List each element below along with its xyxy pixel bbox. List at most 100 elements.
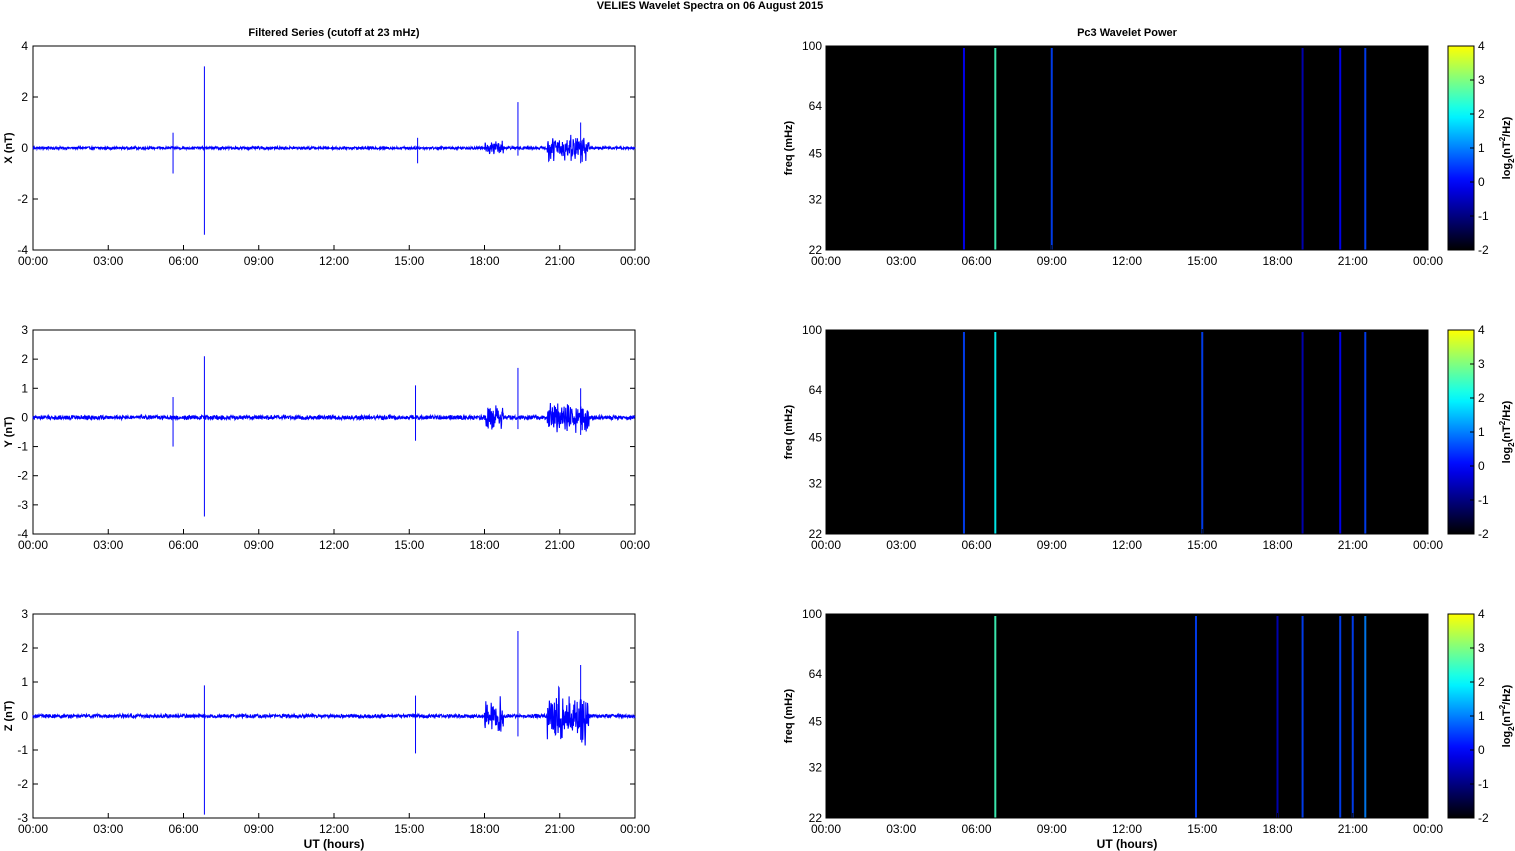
colorbar-tick-label: 1 [1478, 141, 1485, 155]
x-tick-label: 09:00 [244, 538, 274, 552]
colorbar-tick-label: -1 [1478, 209, 1489, 223]
y-tick-label: -4 [17, 243, 28, 257]
y-tick-label: -3 [17, 498, 28, 512]
colorbar-label: log2(nT2/Hz) [1498, 400, 1515, 463]
colorbar-tick-label: 4 [1478, 39, 1485, 53]
colorbar-tick-label: 0 [1478, 175, 1485, 189]
x-tick-label: 15:00 [1187, 254, 1217, 268]
x-tick-label: 03:00 [93, 254, 123, 268]
x-tick-label: 12:00 [1112, 822, 1142, 836]
y-tick-label: -4 [17, 527, 28, 541]
colorbar-tick-label: 2 [1478, 391, 1485, 405]
x-tick-label: 06:00 [961, 822, 991, 836]
colorbar-tick-label: 0 [1478, 459, 1485, 473]
x-tick-label: 06:00 [168, 254, 198, 268]
power-streak [1339, 332, 1342, 534]
colorbar-tick-label: 1 [1478, 709, 1485, 723]
x-tick-label: 00:00 [18, 538, 48, 552]
power-streak [1201, 332, 1204, 534]
colorbar-label-part: 2 [1507, 158, 1515, 163]
y-axis-label: freq (mHz) [783, 120, 795, 175]
x-tick-label: 09:00 [244, 822, 274, 836]
y-tick-label: 0 [21, 709, 28, 723]
colorbar-label-part: log [1501, 731, 1513, 748]
x-tick-label: 00:00 [18, 254, 48, 268]
x-tick-label: 00:00 [811, 822, 841, 836]
colorbar-tick-label: -2 [1478, 527, 1489, 541]
timeseries-panel-2: -4 -3 -2 -1 0 1 2 3 Y (nT) [3, 323, 636, 541]
y-axis-label: Z (nT) [3, 700, 15, 731]
timeseries-panel-1: -4 -2 0 2 4 X (nT) [3, 39, 636, 257]
heatmap-background [826, 46, 1428, 250]
power-streak [962, 332, 965, 534]
x-tick-label: 06:00 [961, 254, 991, 268]
y-tick-label: 32 [809, 193, 823, 207]
y-tick-label: 3 [21, 607, 28, 621]
plot-frame [32, 329, 636, 535]
colorbar-tick-label: 3 [1478, 641, 1485, 655]
y-tick-label: 3 [21, 323, 28, 337]
y-tick-label: 64 [809, 99, 823, 113]
power-streak [1301, 48, 1304, 250]
x-tick-label: 21:00 [545, 254, 575, 268]
y-tick-label: -2 [17, 469, 28, 483]
y-tick-label: 64 [809, 383, 823, 397]
x-tick-label: 15:00 [394, 254, 424, 268]
colorbar-tick-label: 3 [1478, 357, 1485, 371]
y-tick-label: -2 [17, 777, 28, 791]
power-streak [1339, 48, 1342, 250]
x-tick-label: 15:00 [394, 822, 424, 836]
x-tick-label: 15:00 [394, 538, 424, 552]
y-axis-label: X (nT) [3, 132, 15, 163]
y-axis-label: freq (mHz) [783, 688, 795, 743]
colorbar-tick-label: 2 [1478, 675, 1485, 689]
y-tick-label: 4 [21, 39, 28, 53]
colorbar-label-part: 2 [1507, 726, 1515, 731]
x-tick-label: 21:00 [1338, 822, 1368, 836]
colorbar-tick-label: 4 [1478, 607, 1485, 621]
x-tick-label: 00:00 [1413, 538, 1443, 552]
colorbar-label: log2(nT2/Hz) [1498, 116, 1515, 179]
x-tick-label: 06:00 [168, 538, 198, 552]
y-tick-label: 22 [809, 811, 823, 825]
y-tick-label: -3 [17, 811, 28, 825]
colorbar [1447, 329, 1475, 535]
x-tick-label: 03:00 [93, 538, 123, 552]
x-tick-label: 00:00 [18, 822, 48, 836]
x-tick-label: 00:00 [1413, 822, 1443, 836]
x-tick-label: 00:00 [811, 254, 841, 268]
colorbar-label-part: log [1501, 447, 1513, 464]
colorbar-tick-label: 3 [1478, 73, 1485, 87]
colorbar-label: log2(nT2/Hz) [1498, 684, 1515, 747]
colorbar-tick-label: 0 [1478, 743, 1485, 757]
colorbar-label-part: 2 [1498, 420, 1507, 425]
colorbar-label-part: /Hz) [1501, 116, 1513, 137]
colorbar-label-part: /Hz) [1501, 684, 1513, 705]
series-trace [32, 134, 636, 163]
y-tick-label: 64 [809, 667, 823, 681]
x-tick-label: 06:00 [961, 538, 991, 552]
power-streak [994, 332, 997, 534]
x-tick-label: 18:00 [469, 822, 499, 836]
y-tick-label: 0 [21, 410, 28, 424]
power-streak [1339, 616, 1342, 818]
y-tick-label: 0 [21, 141, 28, 155]
y-tick-label: 1 [21, 675, 28, 689]
colorbar-label-part: (nT [1501, 709, 1513, 726]
left-column-title: Filtered Series (cutoff at 23 mHz) [248, 27, 419, 39]
colorbar-tick-label: -2 [1478, 243, 1489, 257]
y-tick-label: 1 [21, 381, 28, 395]
x-tick-label: 03:00 [886, 538, 916, 552]
x-tick-label: 00:00 [811, 538, 841, 552]
y-tick-label: 45 [809, 715, 823, 729]
x-tick-label: 12:00 [319, 254, 349, 268]
y-tick-label: 100 [802, 607, 822, 621]
colorbar-label-part: (nT [1501, 425, 1513, 442]
power-streak [1050, 48, 1053, 250]
y-tick-label: 45 [809, 431, 823, 445]
x-tick-label: 06:00 [168, 822, 198, 836]
x-tick-label: 18:00 [469, 538, 499, 552]
power-streak [1351, 616, 1354, 818]
series-trace [32, 685, 636, 746]
